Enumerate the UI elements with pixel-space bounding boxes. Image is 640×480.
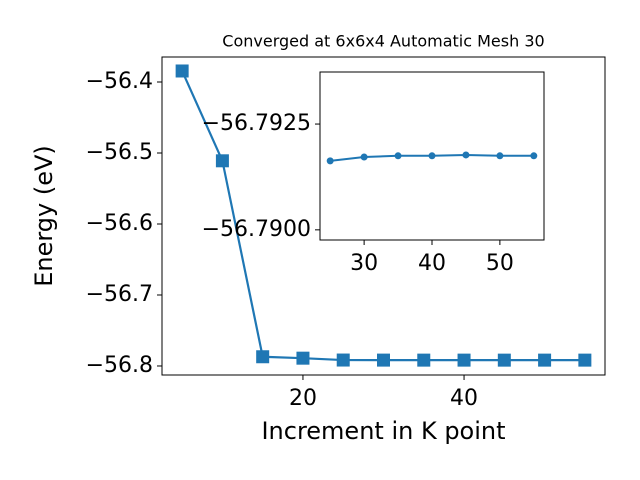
marker [530,152,538,160]
y-tick-label: −56.7925 [202,111,311,136]
marker [296,351,310,365]
y-tick-label: −56.7 [86,282,153,307]
marker [428,152,436,160]
x-tick-label: 50 [486,251,514,276]
marker [175,64,189,78]
x-tick-label: 40 [450,386,478,411]
marker [377,353,390,367]
y-axis-label: Energy (eV) [30,145,58,287]
marker [497,353,511,367]
x-axis-label: Increment in K point [261,417,505,445]
marker [417,353,431,367]
y-tick-label: −56.4 [86,69,153,94]
axes-frame [161,56,606,376]
marker [462,151,470,159]
chart-title: Converged at 6x6x4 Automatic Mesh 30 [222,32,544,51]
y-tick-label: −56.8 [86,353,153,378]
y-tick-label: −56.6 [86,211,153,236]
y-tick-label: −56.5 [86,140,153,165]
marker [360,153,368,161]
marker [326,157,334,165]
x-tick-label: 40 [418,251,446,276]
marker [496,152,504,160]
marker [336,353,350,367]
marker [256,350,270,364]
marker [394,152,402,160]
marker [215,154,229,168]
y-tick-label: −56.7900 [202,217,311,242]
x-tick-label: 30 [350,251,378,276]
marker [538,353,552,367]
x-tick-label: 20 [289,386,317,411]
axes-frame [319,71,545,241]
marker [457,353,471,367]
marker [578,353,592,367]
